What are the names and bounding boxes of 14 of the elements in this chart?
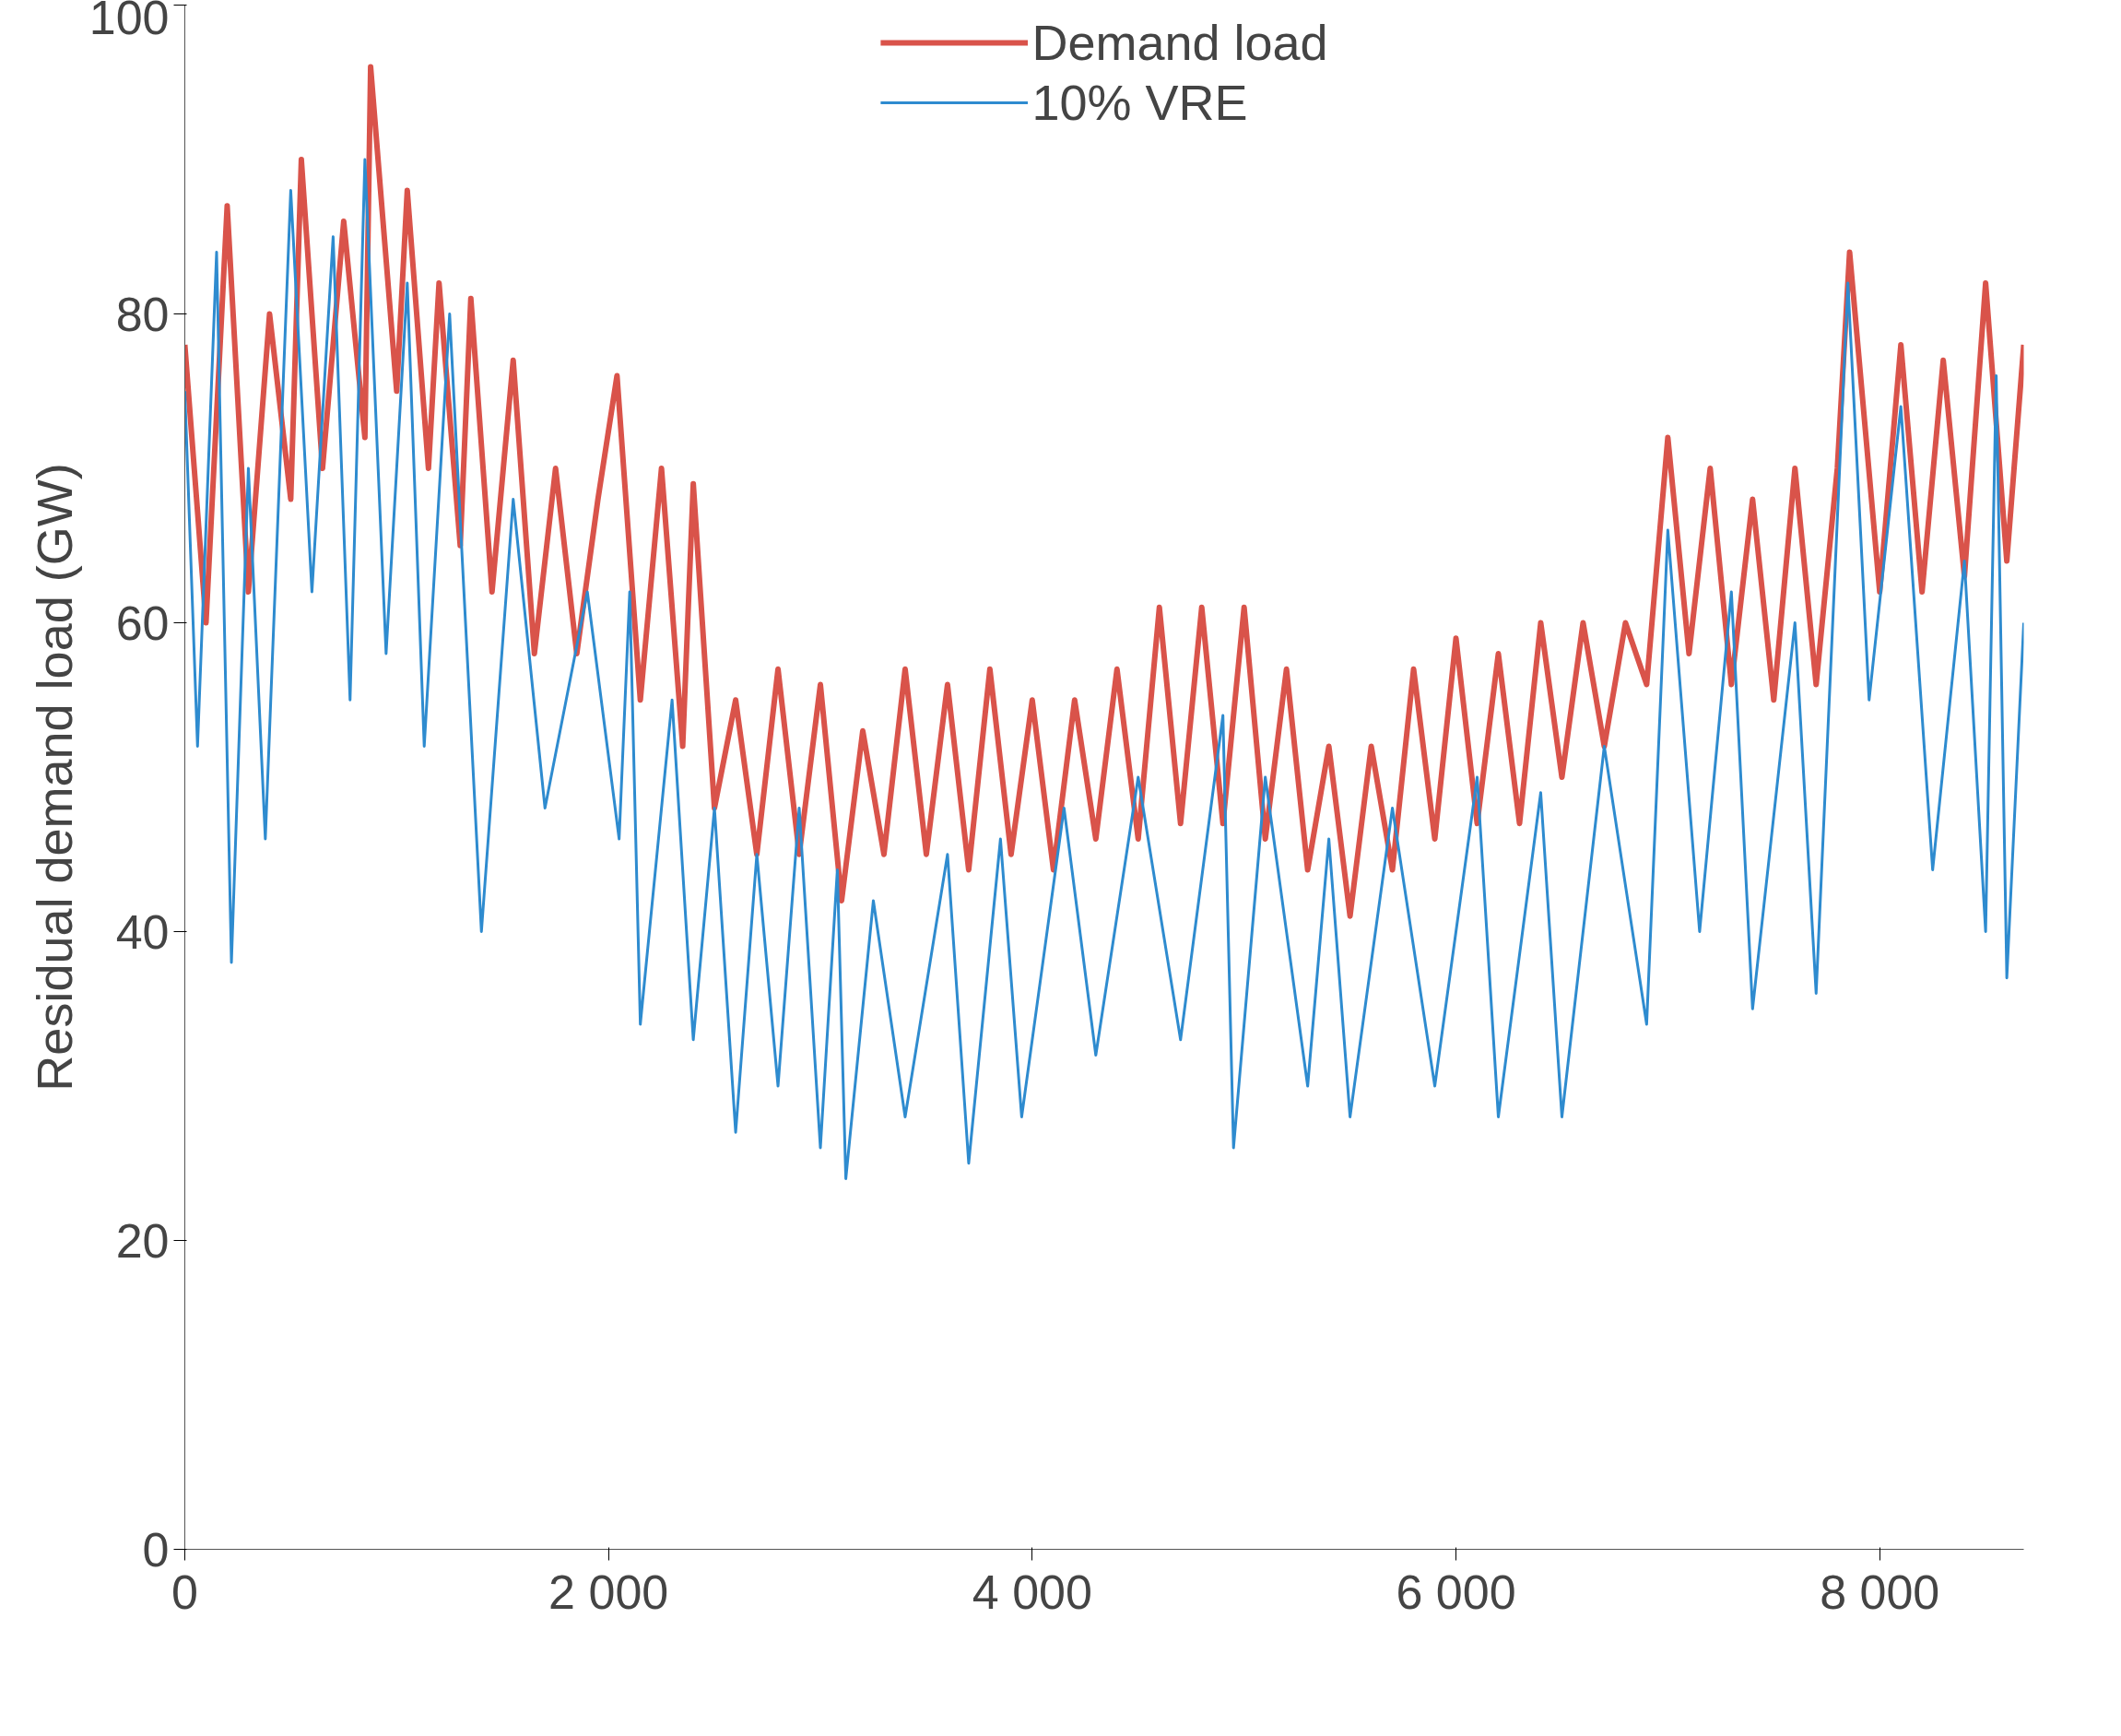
- y-tick-label: 20: [115, 1213, 170, 1268]
- legend-label: 10% VRE: [1031, 74, 1248, 131]
- y-tick-label: 0: [142, 1522, 170, 1577]
- x-tick-label: 8 000: [1820, 1565, 1940, 1619]
- y-tick-label: 60: [115, 596, 170, 650]
- x-tick-label: 4 000: [972, 1565, 1092, 1619]
- y-axis-title: Residual demand load (GW): [26, 463, 82, 1092]
- legend-label: Demand load: [1031, 14, 1328, 71]
- y-tick-label: 40: [115, 904, 170, 959]
- x-tick-label: 6 000: [1396, 1565, 1516, 1619]
- line-series: [184, 158, 2024, 1180]
- y-tick-label: 100: [88, 0, 170, 44]
- y-tick-label: 80: [115, 287, 170, 341]
- x-tick-label: 2 000: [548, 1565, 669, 1619]
